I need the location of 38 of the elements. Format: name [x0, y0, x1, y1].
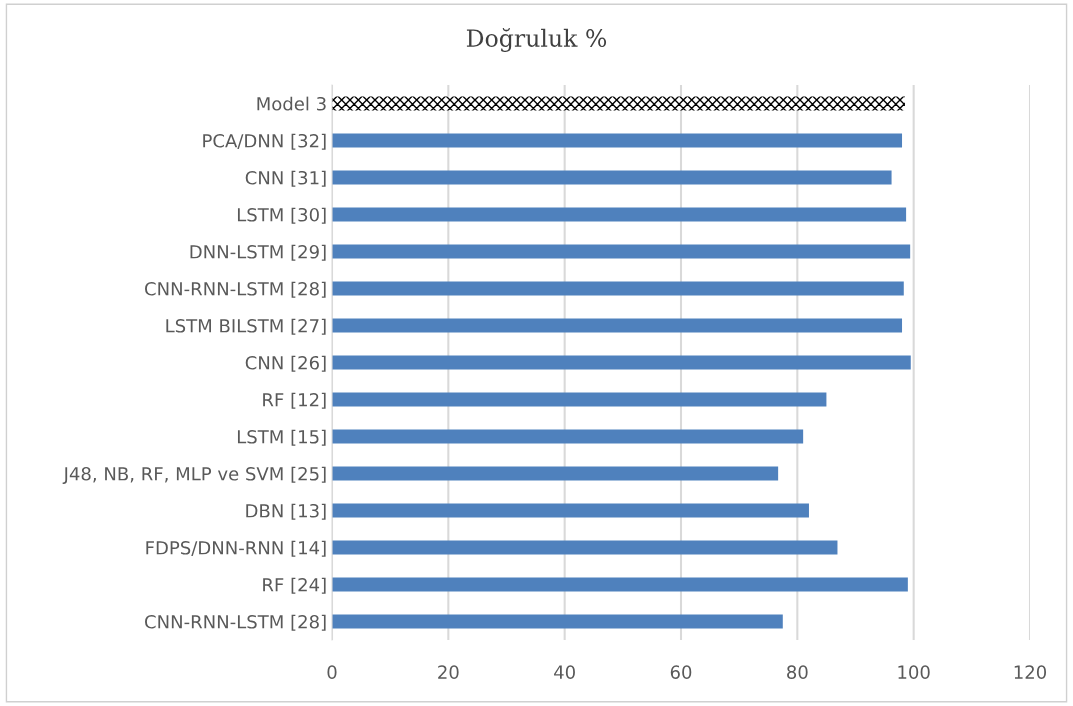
y-tick-label: DNN-LSTM [29] — [190, 244, 326, 261]
y-tick-label: CNN-RNN-LSTM [28] — [145, 281, 326, 298]
x-tick-label: 100 — [898, 665, 930, 679]
y-tick-label: LSTM [30] — [237, 207, 326, 224]
chart-title: Doğruluk % — [466, 28, 607, 52]
y-tick-label: CNN [31] — [245, 170, 326, 187]
y-tick-label: DBN [13] — [246, 503, 326, 520]
y-tick-label: FDPS/DNN-RNN [14] — [146, 540, 326, 557]
x-tick-label: 80 — [787, 665, 808, 679]
x-tick-label: 20 — [438, 665, 459, 679]
bar — [332, 170, 892, 185]
y-tick-label: LSTM BILSTM [27] — [166, 318, 326, 335]
bar — [332, 392, 827, 407]
y-tick-label: Model 3 — [257, 96, 326, 111]
y-tick-label: RF [12] — [263, 392, 326, 409]
bar — [332, 96, 905, 111]
bar — [332, 503, 809, 518]
bar — [332, 244, 911, 259]
bar — [332, 318, 903, 333]
y-tick-label: PCA/DNN [32] — [203, 133, 326, 150]
bar — [332, 281, 904, 296]
bar — [332, 207, 907, 222]
x-tick-label: 40 — [554, 665, 575, 679]
x-tick-label: 0 — [327, 665, 337, 679]
bar — [332, 577, 908, 592]
bar — [332, 466, 779, 481]
bar — [332, 614, 783, 629]
y-tick-label: J48, NB, RF, MLP ve SVM [25] — [62, 466, 326, 484]
y-tick-label: RF [24] — [263, 577, 326, 594]
bar — [332, 540, 838, 555]
bar — [332, 133, 903, 148]
y-tick-label: LSTM [15] — [237, 429, 326, 446]
bar — [332, 429, 804, 444]
x-tick-label: 60 — [670, 665, 692, 679]
bar — [332, 355, 911, 370]
y-tick-label: CNN [26] — [245, 355, 326, 372]
y-tick-label: CNN-RNN-LSTM [28] — [145, 614, 326, 631]
x-tick-label: 120 — [1014, 665, 1047, 679]
